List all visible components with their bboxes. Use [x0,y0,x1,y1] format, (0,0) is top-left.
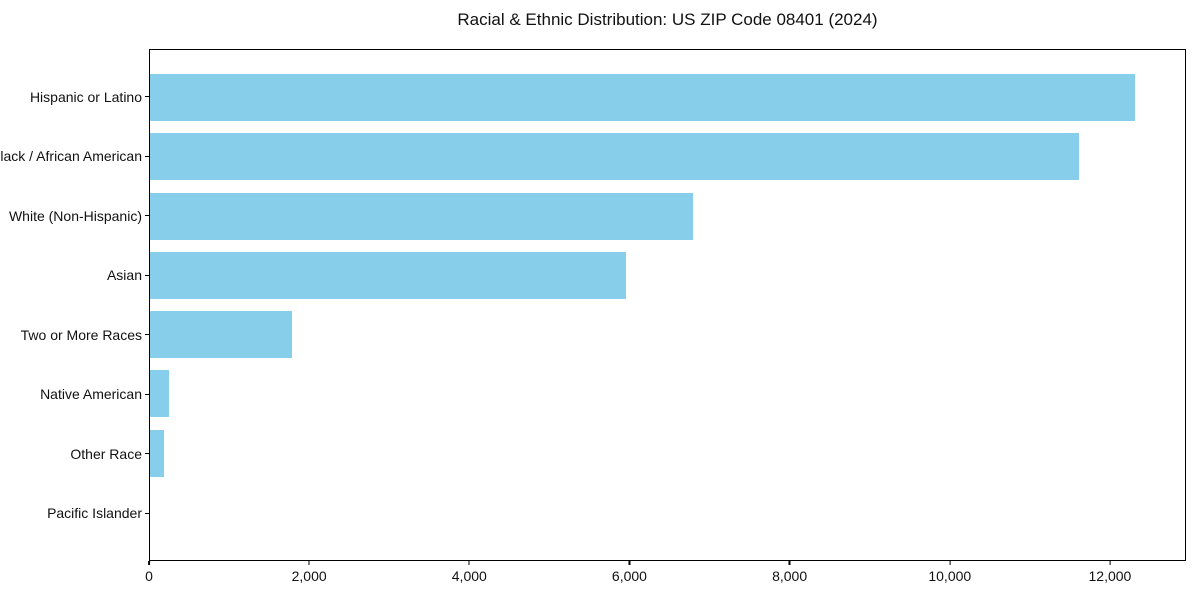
y-tick-row-native-american: Native American [0,365,149,425]
x-tick-10000: 10,000 [928,561,971,584]
x-tick-label: 8,000 [772,568,808,584]
y-tick-mark [145,215,149,217]
y-tick-label: Asian [106,267,142,284]
y-tick-mark [145,96,149,98]
y-tick-label: Hispanic or Latino [29,88,142,105]
x-tick-mark [148,561,150,565]
y-tick-label: White (Non-Hispanic) [8,207,142,224]
y-axis-labels: Hispanic or Latino Black / African Americ… [0,49,149,561]
bar-row-two-or-more-races [150,305,1185,364]
bar-row-asian [150,246,1185,305]
x-tick-mark [308,561,310,565]
bar-row-other-race [150,424,1185,483]
x-tick-label: 0 [145,568,153,584]
bar-native-american [150,370,170,418]
chart-title: Racial & Ethnic Distribution: US ZIP Cod… [457,10,878,29]
y-tick-row-black-african-american: Black / African American [0,127,149,187]
x-axis-ticks: 0 2,000 4,000 6,000 8,000 10,000 12,000 [145,561,1186,593]
bar-row-black-african-american [150,127,1185,186]
x-tick-mark [1109,561,1111,565]
bar-asian [150,251,627,299]
bar-black-african-american [150,133,1079,181]
y-tick-row-white-non-hispanic: White (Non-Hispanic) [0,186,149,246]
y-tick-mark [145,155,149,157]
y-tick-row-hispanic-or-latino: Hispanic or Latino [0,67,149,127]
y-tick-row-other-race: Other Race [0,424,149,484]
y-tick-mark [145,334,149,336]
bar-row-white-non-hispanic [150,187,1185,246]
x-tick-label: 4,000 [451,568,487,584]
y-tick-row-asian: Asian [0,246,149,306]
x-tick-label: 2,000 [291,568,327,584]
x-tick-mark [949,561,951,565]
y-tick-mark [145,393,149,395]
y-tick-row-two-or-more-races: Two or More Races [0,305,149,365]
y-tick-row-pacific-islander: Pacific Islander [0,484,149,544]
x-tick-mark [788,561,791,565]
x-tick-8000: 8,000 [772,561,807,584]
bar-row-hispanic-or-latino [150,68,1185,127]
bars-container [150,50,1185,560]
bar-other-race [150,429,165,477]
y-tick-mark [145,453,149,455]
y-tick-mark [145,512,149,514]
bar-two-or-more-races [150,311,293,359]
y-tick-label: Other Race [70,445,142,462]
bar-row-pacific-islander [150,483,1185,542]
x-tick-6000: 6,000 [612,561,647,584]
bar-hispanic-or-latino [150,74,1136,122]
x-tick-0: 0 [145,561,153,584]
bar-white-non-hispanic [150,192,694,240]
x-tick-mark [628,561,631,565]
x-tick-mark [468,561,470,565]
x-tick-label: 6,000 [611,568,647,584]
x-tick-12000: 12,000 [1088,561,1132,584]
bar-row-native-american [150,364,1185,423]
x-tick-2000: 2,000 [292,561,327,584]
y-tick-label: Pacific Islander [47,505,142,522]
y-tick-mark [145,274,149,276]
y-tick-label: Black / African American [0,148,142,165]
x-tick-label: 12,000 [1088,568,1132,584]
plot-area [149,49,1186,561]
x-tick-4000: 4,000 [452,561,487,584]
y-tick-label: Native American [40,386,142,403]
x-tick-label: 10,000 [928,568,972,584]
y-tick-label: Two or More Races [20,326,142,343]
